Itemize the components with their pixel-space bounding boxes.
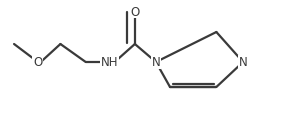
Text: N: N [151,56,160,69]
Text: O: O [33,56,42,69]
Text: NH: NH [101,56,118,69]
Text: N: N [239,56,248,69]
Text: O: O [130,5,139,18]
